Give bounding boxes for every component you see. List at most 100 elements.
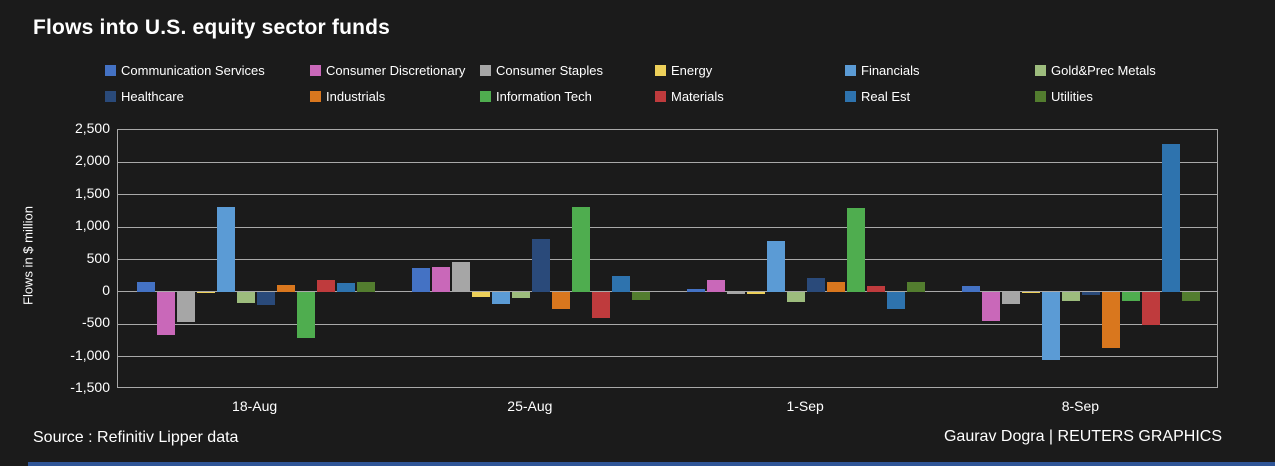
bar-information-tech-25-aug	[571, 207, 590, 292]
legend-label: Financials	[861, 63, 920, 78]
bar-industrials-25-aug	[551, 291, 570, 309]
x-tick-label-18-aug: 18-Aug	[232, 398, 278, 414]
legend-item-real-est: Real Est	[845, 89, 910, 104]
bar-industrials-8-sep	[1102, 291, 1121, 348]
legend-label: Information Tech	[496, 89, 592, 104]
legend-item-information-tech: Information Tech	[480, 89, 592, 104]
bar-consumer-staples-1-sep	[727, 291, 746, 295]
bar-consumer-discretionary-25-aug	[431, 267, 450, 292]
bar-communication-services-18-aug	[136, 282, 155, 292]
gridline	[118, 194, 1217, 196]
bar-utilities-8-sep	[1182, 291, 1201, 301]
financials-swatch-icon	[845, 65, 856, 76]
legend-label: Materials	[671, 89, 724, 104]
legend-label: Utilities	[1051, 89, 1093, 104]
bar-consumer-staples-25-aug	[451, 262, 470, 292]
x-tick-label-8-sep: 8-Sep	[1061, 398, 1100, 414]
legend-label: Gold&Prec Metals	[1051, 63, 1156, 78]
healthcare-swatch-icon	[105, 91, 116, 102]
bar-energy-8-sep	[1022, 291, 1041, 294]
goldandprec-metals-swatch-icon	[1035, 65, 1046, 76]
bar-goldandprec-metals-18-aug	[236, 291, 255, 303]
bar-information-tech-18-aug	[296, 291, 315, 339]
gridline	[118, 323, 1217, 325]
bar-energy-25-aug	[471, 291, 490, 297]
bar-financials-18-aug	[216, 207, 235, 292]
legend-item-financials: Financials	[845, 63, 920, 78]
bar-communication-services-25-aug	[411, 267, 430, 292]
bar-materials-18-aug	[316, 279, 335, 292]
bar-financials-25-aug	[491, 291, 510, 305]
bottom-accent-strip	[28, 462, 1275, 466]
bar-utilities-1-sep	[907, 282, 926, 292]
industrials-swatch-icon	[310, 91, 321, 102]
legend-item-consumer-discretionary: Consumer Discretionary	[310, 63, 465, 78]
y-tick-label: -1,000	[70, 346, 110, 363]
x-tick-label-25-aug: 25-Aug	[507, 398, 553, 414]
y-tick-label: -500	[81, 314, 110, 331]
legend-label: Industrials	[326, 89, 386, 104]
bar-financials-8-sep	[1042, 291, 1061, 360]
legend-item-energy: Energy	[655, 63, 712, 78]
bar-real-est-8-sep	[1162, 144, 1181, 292]
bar-utilities-18-aug	[356, 281, 375, 292]
bar-consumer-discretionary-18-aug	[156, 291, 175, 335]
y-tick-label: -1,500	[70, 379, 110, 395]
legend-item-utilities: Utilities	[1035, 89, 1093, 104]
bar-industrials-18-aug	[276, 285, 295, 292]
credit: Gaurav Dogra | REUTERS GRAPHICS	[943, 428, 1222, 445]
bar-goldandprec-metals-25-aug	[511, 291, 530, 298]
bar-information-tech-8-sep	[1122, 291, 1141, 302]
plot-area	[117, 129, 1218, 388]
bar-materials-1-sep	[867, 286, 886, 292]
energy-swatch-icon	[655, 65, 666, 76]
bar-healthcare-1-sep	[807, 277, 826, 292]
gridline	[118, 291, 1217, 293]
legend-item-healthcare: Healthcare	[105, 89, 184, 104]
legend-item-goldandprec-metals: Gold&Prec Metals	[1035, 63, 1156, 78]
y-tick-label: 2,500	[74, 120, 110, 136]
legend-label: Healthcare	[121, 89, 184, 104]
legend-label: Communication Services	[121, 63, 265, 78]
bar-consumer-staples-18-aug	[176, 291, 195, 323]
gridline	[118, 356, 1217, 358]
consumer-discretionary-swatch-icon	[310, 65, 321, 76]
bar-information-tech-1-sep	[847, 207, 866, 292]
legend-label: Consumer Staples	[496, 63, 603, 78]
bar-communication-services-1-sep	[687, 288, 706, 292]
bar-communication-services-8-sep	[962, 286, 981, 292]
real-est-swatch-icon	[845, 91, 856, 102]
source-note: Source : Refinitiv Lipper data	[33, 429, 239, 446]
legend-item-materials: Materials	[655, 89, 724, 104]
y-tick-label: 0	[102, 281, 110, 298]
legend-label: Real Est	[861, 89, 911, 104]
bar-materials-25-aug	[591, 291, 610, 318]
bar-real-est-18-aug	[336, 283, 355, 292]
materials-swatch-icon	[655, 91, 666, 102]
y-tick-label: 500	[86, 249, 110, 266]
gridline	[118, 161, 1217, 163]
y-tick-label: 1,000	[74, 217, 110, 234]
bar-consumer-discretionary-8-sep	[982, 291, 1001, 321]
x-tick-label-1-sep: 1-Sep	[786, 398, 824, 414]
y-tick-label: 1,500	[74, 184, 110, 201]
y-tick-label: 2,000	[74, 152, 110, 169]
bar-consumer-discretionary-1-sep	[707, 279, 726, 292]
gridline	[118, 259, 1217, 260]
chart-title: Flows into U.S. equity sector funds	[33, 16, 391, 39]
bar-healthcare-18-aug	[256, 291, 275, 305]
bar-consumer-staples-8-sep	[1002, 291, 1021, 304]
bar-utilities-25-aug	[631, 291, 650, 301]
legend-item-communication-services: Communication Services	[105, 63, 265, 78]
gridline	[118, 226, 1217, 228]
bar-real-est-1-sep	[887, 291, 906, 309]
legend-item-industrials: Industrials	[310, 89, 385, 104]
bar-real-est-25-aug	[611, 275, 630, 292]
bar-healthcare-25-aug	[531, 239, 550, 292]
legend-label: Energy	[671, 63, 713, 78]
bar-goldandprec-metals-1-sep	[787, 291, 806, 302]
legend-label: Consumer Discretionary	[326, 63, 466, 78]
legend-item-consumer-staples: Consumer Staples	[480, 63, 603, 78]
bar-materials-8-sep	[1142, 291, 1161, 325]
